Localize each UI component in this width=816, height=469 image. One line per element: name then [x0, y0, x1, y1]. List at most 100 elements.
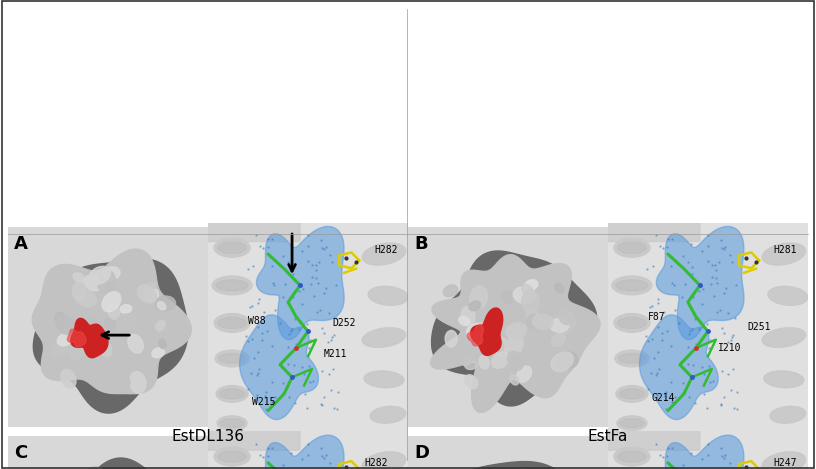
Polygon shape	[71, 318, 108, 358]
Ellipse shape	[214, 447, 250, 466]
Text: H282: H282	[364, 458, 388, 468]
Ellipse shape	[216, 280, 248, 291]
Ellipse shape	[503, 345, 512, 357]
FancyBboxPatch shape	[206, 430, 300, 450]
Ellipse shape	[443, 285, 458, 297]
Ellipse shape	[614, 238, 650, 257]
Ellipse shape	[513, 287, 536, 303]
Ellipse shape	[91, 300, 104, 309]
Text: I210: I210	[718, 343, 742, 353]
FancyBboxPatch shape	[206, 221, 300, 242]
Polygon shape	[25, 467, 196, 469]
Text: M211: M211	[324, 349, 348, 359]
Ellipse shape	[60, 370, 76, 388]
Ellipse shape	[494, 338, 508, 356]
Ellipse shape	[526, 310, 540, 324]
Ellipse shape	[102, 292, 121, 312]
Ellipse shape	[89, 335, 103, 352]
Ellipse shape	[130, 371, 146, 393]
Ellipse shape	[615, 350, 649, 367]
Ellipse shape	[762, 452, 805, 469]
Polygon shape	[33, 259, 188, 413]
Ellipse shape	[117, 314, 138, 329]
Ellipse shape	[764, 371, 804, 388]
Polygon shape	[433, 461, 591, 469]
Ellipse shape	[217, 416, 247, 431]
Ellipse shape	[156, 320, 165, 331]
Ellipse shape	[108, 303, 120, 319]
Ellipse shape	[364, 371, 404, 388]
Polygon shape	[240, 315, 318, 420]
Polygon shape	[256, 435, 344, 469]
Text: G214: G214	[652, 393, 676, 403]
Ellipse shape	[216, 386, 248, 402]
Ellipse shape	[559, 312, 571, 325]
Ellipse shape	[618, 451, 646, 462]
Ellipse shape	[155, 296, 175, 311]
Ellipse shape	[73, 273, 84, 282]
Text: D: D	[414, 444, 429, 462]
Text: D251: D251	[747, 322, 771, 332]
Ellipse shape	[104, 318, 115, 331]
Ellipse shape	[73, 281, 86, 300]
Ellipse shape	[83, 275, 104, 291]
Ellipse shape	[618, 242, 646, 253]
Ellipse shape	[214, 314, 250, 333]
Ellipse shape	[555, 284, 564, 293]
Ellipse shape	[464, 375, 478, 389]
Ellipse shape	[492, 352, 509, 368]
Ellipse shape	[120, 305, 131, 313]
Ellipse shape	[362, 452, 406, 469]
Polygon shape	[39, 458, 188, 469]
Text: EstFa: EstFa	[588, 430, 628, 445]
Ellipse shape	[614, 314, 650, 333]
Ellipse shape	[617, 416, 647, 431]
Ellipse shape	[616, 386, 648, 402]
Polygon shape	[432, 251, 596, 406]
Ellipse shape	[521, 290, 539, 314]
Ellipse shape	[100, 341, 112, 357]
Ellipse shape	[149, 289, 158, 302]
Ellipse shape	[620, 419, 644, 428]
Ellipse shape	[147, 283, 156, 289]
Ellipse shape	[157, 302, 166, 310]
Ellipse shape	[98, 271, 115, 294]
Ellipse shape	[218, 451, 246, 462]
Text: F87: F87	[648, 312, 666, 322]
Ellipse shape	[218, 242, 246, 253]
Ellipse shape	[551, 352, 574, 371]
Text: H247: H247	[774, 458, 797, 468]
Ellipse shape	[89, 266, 110, 284]
Ellipse shape	[214, 238, 250, 257]
Ellipse shape	[219, 354, 246, 363]
Ellipse shape	[69, 341, 85, 359]
Text: D252: D252	[332, 318, 356, 328]
Ellipse shape	[470, 286, 487, 309]
Ellipse shape	[491, 337, 500, 344]
Ellipse shape	[152, 348, 165, 358]
Polygon shape	[656, 435, 744, 469]
Ellipse shape	[140, 287, 150, 300]
Ellipse shape	[220, 389, 245, 399]
Ellipse shape	[508, 333, 523, 355]
Ellipse shape	[139, 289, 149, 297]
Ellipse shape	[220, 419, 244, 428]
Ellipse shape	[445, 330, 457, 347]
Text: H282: H282	[374, 245, 397, 255]
Ellipse shape	[612, 276, 652, 295]
Ellipse shape	[467, 323, 490, 340]
Ellipse shape	[57, 333, 73, 346]
Ellipse shape	[619, 354, 645, 363]
Ellipse shape	[525, 280, 538, 291]
Ellipse shape	[56, 316, 77, 335]
Ellipse shape	[512, 323, 524, 334]
Ellipse shape	[462, 355, 472, 366]
Text: C: C	[14, 444, 28, 462]
Ellipse shape	[762, 243, 805, 265]
Ellipse shape	[102, 267, 120, 280]
Polygon shape	[640, 315, 718, 420]
Ellipse shape	[212, 276, 252, 295]
Polygon shape	[656, 227, 744, 340]
Ellipse shape	[362, 328, 406, 348]
Ellipse shape	[55, 312, 66, 327]
